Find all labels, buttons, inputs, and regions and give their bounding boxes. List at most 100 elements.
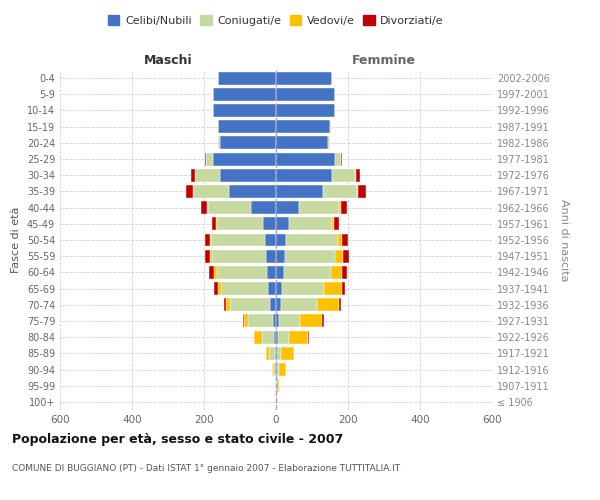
Bar	[276, 298, 281, 311]
Bar	[284, 266, 331, 279]
Bar	[341, 266, 347, 279]
Text: Femmine: Femmine	[352, 54, 416, 67]
Bar	[213, 104, 276, 117]
Bar	[211, 234, 265, 246]
Bar	[214, 282, 218, 295]
Bar	[218, 136, 220, 149]
Bar	[276, 201, 299, 214]
Bar	[213, 88, 276, 101]
Text: COMUNE DI BUGGIANO (PT) - Dati ISTAT 1° gennaio 2007 - Elaborazione TUTTITALIA.I: COMUNE DI BUGGIANO (PT) - Dati ISTAT 1° …	[12, 464, 400, 473]
Bar	[276, 152, 335, 166]
Bar	[341, 201, 347, 214]
Bar	[330, 120, 331, 133]
Bar	[276, 169, 332, 181]
Bar	[322, 314, 324, 328]
Bar	[266, 250, 276, 262]
Bar	[285, 250, 335, 262]
Bar	[339, 201, 341, 214]
Bar	[275, 347, 276, 360]
Bar	[205, 250, 210, 262]
Bar	[272, 363, 274, 376]
Bar	[276, 88, 335, 101]
Bar	[220, 169, 276, 181]
Bar	[299, 201, 339, 214]
Bar	[331, 266, 341, 279]
Bar	[279, 314, 301, 328]
Bar	[263, 218, 276, 230]
Bar	[308, 330, 309, 344]
Bar	[208, 201, 251, 214]
Bar	[276, 104, 335, 117]
Bar	[224, 298, 226, 311]
Bar	[323, 185, 357, 198]
Y-axis label: Anni di nascita: Anni di nascita	[559, 198, 569, 281]
Bar	[212, 250, 266, 262]
Bar	[334, 218, 339, 230]
Bar	[283, 282, 324, 295]
Bar	[281, 347, 293, 360]
Bar	[226, 298, 230, 311]
Bar	[276, 218, 289, 230]
Bar	[248, 314, 273, 328]
Bar	[268, 282, 276, 295]
Y-axis label: Fasce di età: Fasce di età	[11, 207, 21, 273]
Bar	[212, 218, 216, 230]
Bar	[276, 185, 323, 198]
Bar	[218, 72, 276, 85]
Bar	[289, 330, 308, 344]
Bar	[202, 201, 207, 214]
Bar	[186, 185, 193, 198]
Bar	[273, 314, 276, 328]
Bar	[338, 234, 342, 246]
Bar	[355, 169, 356, 181]
Bar	[244, 314, 248, 328]
Bar	[356, 169, 360, 181]
Bar	[332, 169, 355, 181]
Bar	[276, 250, 285, 262]
Bar	[335, 152, 341, 166]
Bar	[262, 330, 274, 344]
Bar	[324, 282, 342, 295]
Bar	[317, 298, 339, 311]
Bar	[278, 330, 289, 344]
Bar	[267, 266, 276, 279]
Bar	[332, 218, 334, 230]
Bar	[218, 282, 221, 295]
Bar	[328, 136, 330, 149]
Bar	[209, 266, 214, 279]
Bar	[191, 169, 195, 181]
Bar	[274, 330, 276, 344]
Bar	[275, 363, 276, 376]
Bar	[358, 185, 365, 198]
Bar	[229, 185, 276, 198]
Bar	[276, 314, 279, 328]
Bar	[205, 152, 206, 166]
Bar	[276, 234, 286, 246]
Bar	[251, 201, 276, 214]
Bar	[276, 347, 277, 360]
Bar	[276, 136, 328, 149]
Bar	[206, 152, 213, 166]
Bar	[276, 72, 332, 85]
Bar	[205, 234, 210, 246]
Bar	[221, 282, 268, 295]
Bar	[217, 218, 263, 230]
Legend: Celibi/Nubili, Coniugati/e, Vedovi/e, Divorziati/e: Celibi/Nubili, Coniugati/e, Vedovi/e, Di…	[104, 10, 448, 30]
Bar	[230, 298, 269, 311]
Bar	[254, 330, 262, 344]
Bar	[277, 379, 278, 392]
Bar	[214, 266, 217, 279]
Bar	[193, 185, 229, 198]
Bar	[265, 234, 276, 246]
Bar	[195, 169, 220, 181]
Bar	[342, 282, 346, 295]
Bar	[277, 363, 279, 376]
Bar	[266, 347, 269, 360]
Bar	[276, 363, 277, 376]
Bar	[210, 250, 212, 262]
Bar	[220, 136, 276, 149]
Bar	[277, 347, 281, 360]
Bar	[339, 298, 341, 311]
Bar	[286, 234, 338, 246]
Bar	[301, 314, 322, 328]
